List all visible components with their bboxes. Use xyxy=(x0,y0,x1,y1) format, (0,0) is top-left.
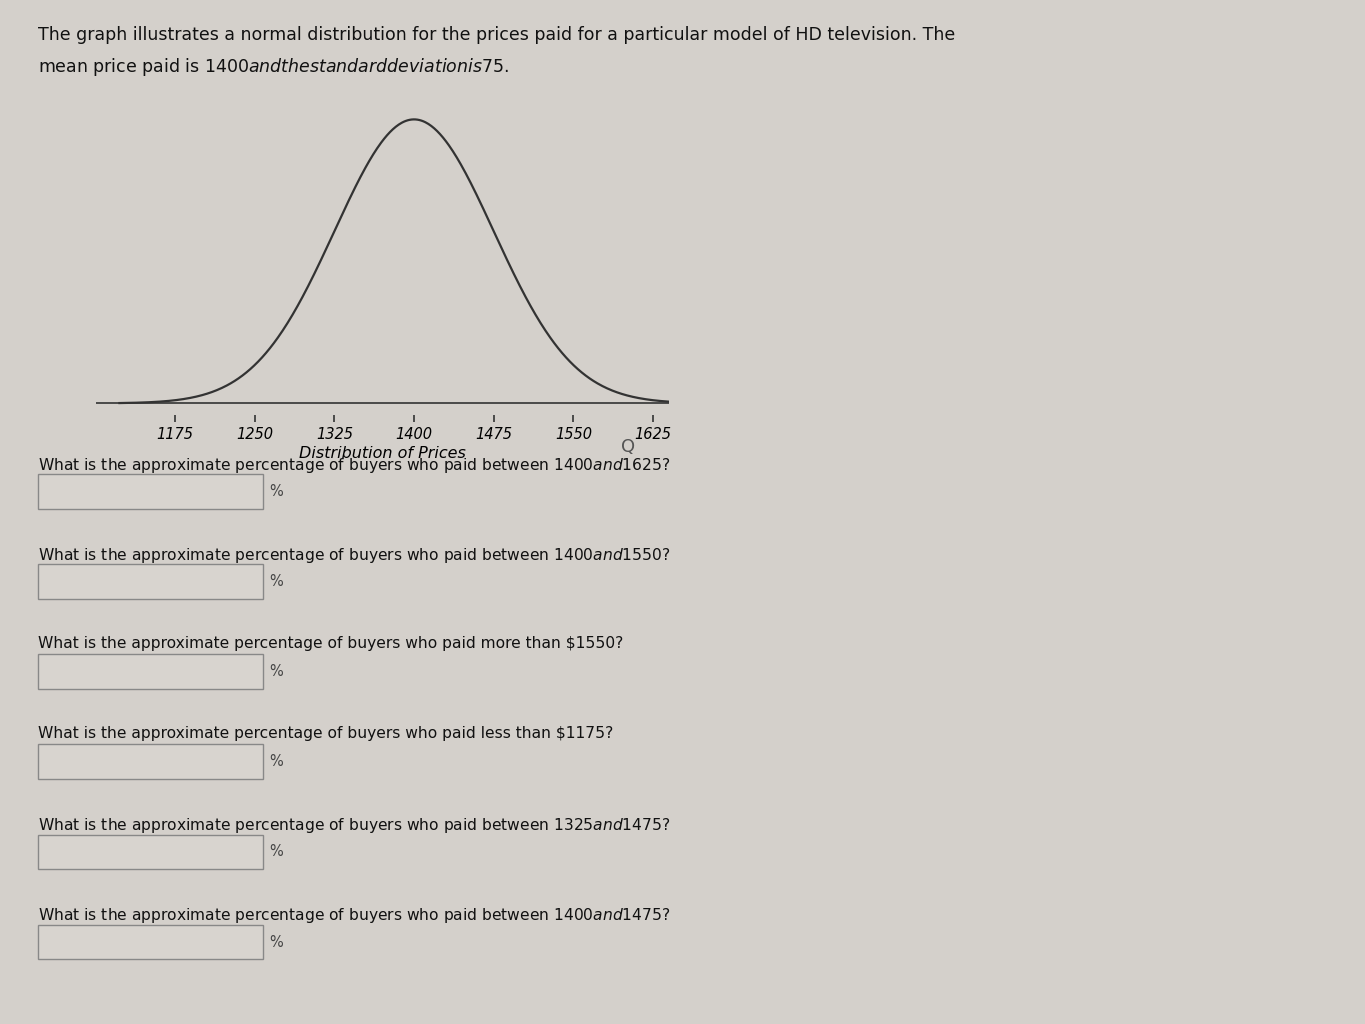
Text: %: % xyxy=(269,484,283,499)
Text: %: % xyxy=(269,845,283,859)
Text: What is the approximate percentage of buyers who paid between $1400 and $1625?: What is the approximate percentage of bu… xyxy=(38,456,670,475)
Text: What is the approximate percentage of buyers who paid between $1400 and $1475?: What is the approximate percentage of bu… xyxy=(38,906,670,926)
Text: mean price paid is $1400 and the standard deviation is $75.: mean price paid is $1400 and the standar… xyxy=(38,56,509,78)
Text: %: % xyxy=(269,665,283,679)
Text: %: % xyxy=(269,935,283,949)
Text: What is the approximate percentage of buyers who paid between $1400 and $1550?: What is the approximate percentage of bu… xyxy=(38,546,670,565)
Text: The graph illustrates a normal distribution for the prices paid for a particular: The graph illustrates a normal distribut… xyxy=(38,26,955,44)
Text: Q: Q xyxy=(621,438,635,457)
Text: What is the approximate percentage of buyers who paid less than $1175?: What is the approximate percentage of bu… xyxy=(38,726,614,741)
Text: What is the approximate percentage of buyers who paid more than $1550?: What is the approximate percentage of bu… xyxy=(38,636,624,651)
Text: What is the approximate percentage of buyers who paid between $1325 and $1475?: What is the approximate percentage of bu… xyxy=(38,816,670,836)
Text: %: % xyxy=(269,755,283,769)
Text: %: % xyxy=(269,574,283,589)
X-axis label: Distribution of Prices: Distribution of Prices xyxy=(299,445,465,461)
